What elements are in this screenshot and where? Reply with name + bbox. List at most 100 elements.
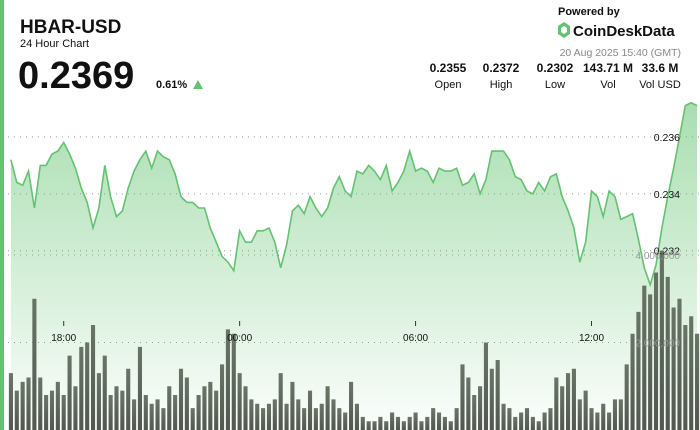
volume-bar: [384, 421, 389, 430]
up-arrow: [193, 80, 203, 89]
volume-bar: [671, 307, 676, 430]
volume-bar: [395, 416, 401, 430]
volume-bar: [436, 412, 442, 430]
volume-bar: [454, 408, 459, 430]
volume-bar: [173, 395, 178, 430]
volume-bar: [155, 399, 160, 430]
stat-value: 33.6 M: [642, 61, 679, 75]
volume-bar: [126, 368, 131, 430]
symbol: HBAR-USD: [20, 17, 121, 38]
volume-bar: [161, 408, 166, 430]
price-line: [10, 101, 698, 288]
volume-bar: [407, 416, 412, 430]
volume-bar: [149, 403, 154, 430]
y-tick-label: 0.232: [654, 246, 680, 258]
volume-bar: [32, 298, 37, 430]
price-area: [10, 102, 698, 430]
volume-bar: [296, 399, 301, 430]
volume-bar: [337, 408, 342, 430]
volume-bar: [261, 408, 266, 430]
volume-bar: [278, 373, 283, 430]
volume-bar: [425, 416, 430, 430]
volume-bar: [8, 373, 13, 430]
volume-bar: [354, 403, 359, 430]
volume-bar: [431, 408, 436, 430]
y-tick-label: 0.236: [654, 132, 680, 144]
volume-bar: [648, 294, 653, 430]
volume-bar: [401, 421, 406, 430]
volume-bar: [542, 412, 547, 430]
volume-bar: [20, 381, 25, 430]
volume-bar: [202, 386, 207, 430]
change: 0.61%: [156, 79, 187, 91]
volume-bar: [554, 377, 559, 430]
volume-bar: [530, 416, 535, 430]
y2-tick-label: 4,000,000: [636, 251, 681, 262]
volume-bar: [577, 399, 582, 430]
volume-bar: [419, 421, 424, 430]
volume-bar: [571, 368, 576, 430]
powered-by: Powered by: [558, 6, 621, 18]
stat-label: Low: [545, 79, 565, 91]
volume-bar: [501, 403, 506, 430]
volume-bar: [120, 390, 125, 430]
volume-bar: [313, 408, 318, 430]
stat-value: 0.2355: [430, 61, 467, 75]
volume-bar: [302, 408, 307, 430]
volume-bar: [90, 325, 96, 430]
volume-bar: [589, 408, 594, 430]
volume-bar: [378, 416, 383, 430]
volume-bar: [548, 408, 553, 430]
stat-label: Open: [435, 79, 462, 91]
volume-bar: [319, 403, 324, 430]
volume-bar: [266, 403, 272, 430]
volume-bar: [331, 399, 336, 430]
volume-bar: [284, 403, 289, 430]
volume-bar: [237, 373, 242, 430]
volume-bar: [519, 412, 524, 430]
y2-tick-label: 2,000,000: [636, 339, 681, 350]
volume-bar: [108, 395, 113, 430]
timestamp: 20 Aug 2025 15:40 (GMT): [560, 47, 681, 59]
volume-bar: [448, 421, 453, 430]
volume-bar: [413, 412, 418, 430]
volume-bar: [612, 399, 618, 430]
stat-label: Vol USD: [639, 79, 681, 91]
volume-bar: [513, 416, 518, 430]
stat-value: 0.2372: [483, 61, 520, 75]
volume-bar: [114, 386, 119, 430]
volume-bar: [67, 355, 72, 430]
volume-bar: [642, 285, 647, 430]
volume-bar: [466, 377, 471, 430]
volume-bar: [184, 377, 189, 430]
volume-bar: [132, 399, 137, 430]
volume-bar: [208, 381, 213, 430]
volume-bar: [231, 333, 236, 430]
volume-bar: [372, 421, 377, 430]
volume-bar: [38, 377, 43, 430]
volume-bar: [618, 399, 623, 430]
volume-bar: [665, 276, 670, 430]
volume-bar: [366, 421, 371, 430]
volume-bar: [507, 408, 512, 430]
volume-bar: [102, 355, 107, 430]
price: 0.2369: [18, 55, 134, 97]
volume-bar: [624, 364, 629, 430]
volume-bar: [524, 408, 530, 430]
volume-bar: [489, 368, 494, 430]
x-tick-label: 18:00: [51, 333, 76, 344]
volume-bar: [49, 390, 55, 430]
volume-bar: [255, 403, 260, 430]
volume-bar: [495, 360, 500, 430]
volume-bar: [178, 368, 184, 430]
volume-bar: [55, 381, 60, 430]
volume-bar: [85, 342, 90, 430]
volume-bar: [61, 395, 66, 430]
volume-bar: [325, 386, 330, 430]
volume-bar: [472, 395, 477, 430]
volume-bar: [73, 386, 78, 430]
volume-bar: [243, 386, 248, 430]
volume-bar: [653, 272, 659, 430]
volume-bar: [167, 386, 172, 430]
